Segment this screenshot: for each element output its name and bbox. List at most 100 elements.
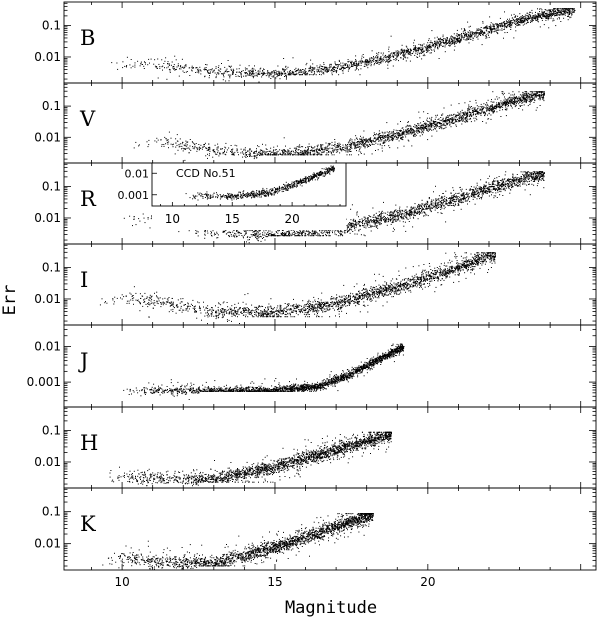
series-B-points — [111, 8, 576, 83]
data-point — [432, 123, 434, 125]
data-point — [351, 147, 353, 149]
data-point — [483, 103, 485, 105]
data-point — [286, 68, 288, 70]
data-point — [409, 129, 411, 131]
data-point — [510, 23, 512, 25]
data-point — [475, 110, 477, 112]
data-point — [388, 48, 390, 50]
data-point — [341, 68, 342, 70]
data-point — [400, 134, 402, 136]
data-point — [357, 144, 359, 146]
data-point — [427, 51, 429, 53]
data-point — [197, 231, 199, 233]
data-point — [472, 37, 474, 39]
data-point — [534, 94, 536, 96]
data-point — [482, 34, 484, 36]
data-point — [343, 66, 345, 68]
data-point — [322, 66, 324, 68]
data-point — [391, 131, 393, 133]
data-point — [557, 10, 559, 11]
data-point — [288, 150, 290, 152]
data-point — [329, 232, 331, 233]
data-point — [543, 100, 545, 102]
data-point — [122, 61, 124, 63]
data-point — [201, 148, 203, 150]
data-point — [566, 12, 568, 14]
data-point — [425, 126, 427, 128]
data-point — [563, 8, 565, 10]
data-point — [407, 122, 409, 123]
data-point — [492, 91, 494, 93]
data-point — [262, 154, 264, 156]
data-point — [311, 149, 313, 151]
data-point — [440, 199, 442, 201]
data-point — [505, 20, 507, 22]
data-point — [348, 145, 350, 147]
data-point — [289, 70, 291, 71]
data-point — [503, 24, 505, 26]
data-point — [273, 75, 274, 77]
data-point — [513, 95, 515, 97]
data-point — [342, 231, 344, 233]
data-point — [383, 56, 385, 58]
data-point — [419, 55, 421, 57]
data-point — [418, 47, 420, 49]
data-point — [382, 134, 384, 136]
data-point — [427, 215, 429, 217]
data-point — [169, 63, 170, 65]
data-point — [567, 15, 568, 17]
data-point — [426, 128, 428, 130]
data-point — [439, 204, 441, 205]
data-point — [439, 126, 441, 127]
data-point — [302, 146, 304, 148]
data-point — [459, 35, 460, 37]
data-point — [413, 134, 415, 136]
data-point — [484, 111, 486, 113]
data-point — [371, 153, 373, 155]
data-point — [378, 52, 380, 54]
data-point — [529, 99, 531, 101]
data-point — [267, 70, 269, 72]
data-point — [389, 147, 391, 149]
data-point — [530, 99, 532, 101]
data-point — [496, 24, 498, 26]
data-point — [426, 44, 428, 46]
data-point — [148, 58, 150, 60]
data-point — [407, 57, 409, 59]
data-point — [417, 123, 419, 125]
data-point — [224, 66, 226, 68]
data-point — [410, 128, 411, 130]
data-point — [517, 25, 519, 26]
data-point — [466, 114, 468, 116]
data-point — [431, 49, 433, 51]
data-point — [156, 67, 158, 69]
data-point — [415, 52, 417, 54]
data-point — [454, 41, 456, 43]
data-point — [432, 204, 434, 206]
data-point — [406, 133, 408, 135]
data-point — [290, 74, 292, 76]
data-point — [186, 71, 188, 72]
data-point — [185, 65, 187, 67]
data-point — [363, 143, 365, 145]
data-point — [449, 114, 451, 116]
data-point — [236, 148, 238, 150]
data-point — [198, 146, 200, 148]
data-point — [427, 139, 429, 141]
data-point — [355, 64, 357, 66]
data-point — [454, 37, 456, 38]
data-point — [184, 159, 186, 161]
data-point — [463, 192, 465, 194]
data-point — [173, 68, 175, 70]
data-point — [192, 67, 194, 69]
data-point — [297, 149, 299, 151]
data-point — [434, 50, 435, 52]
data-point — [411, 128, 413, 130]
data-point — [537, 21, 539, 23]
data-point — [305, 68, 307, 70]
data-point — [388, 51, 390, 53]
data-point — [528, 99, 530, 101]
data-point — [439, 123, 441, 125]
data-point — [420, 44, 422, 46]
data-point — [390, 139, 392, 141]
